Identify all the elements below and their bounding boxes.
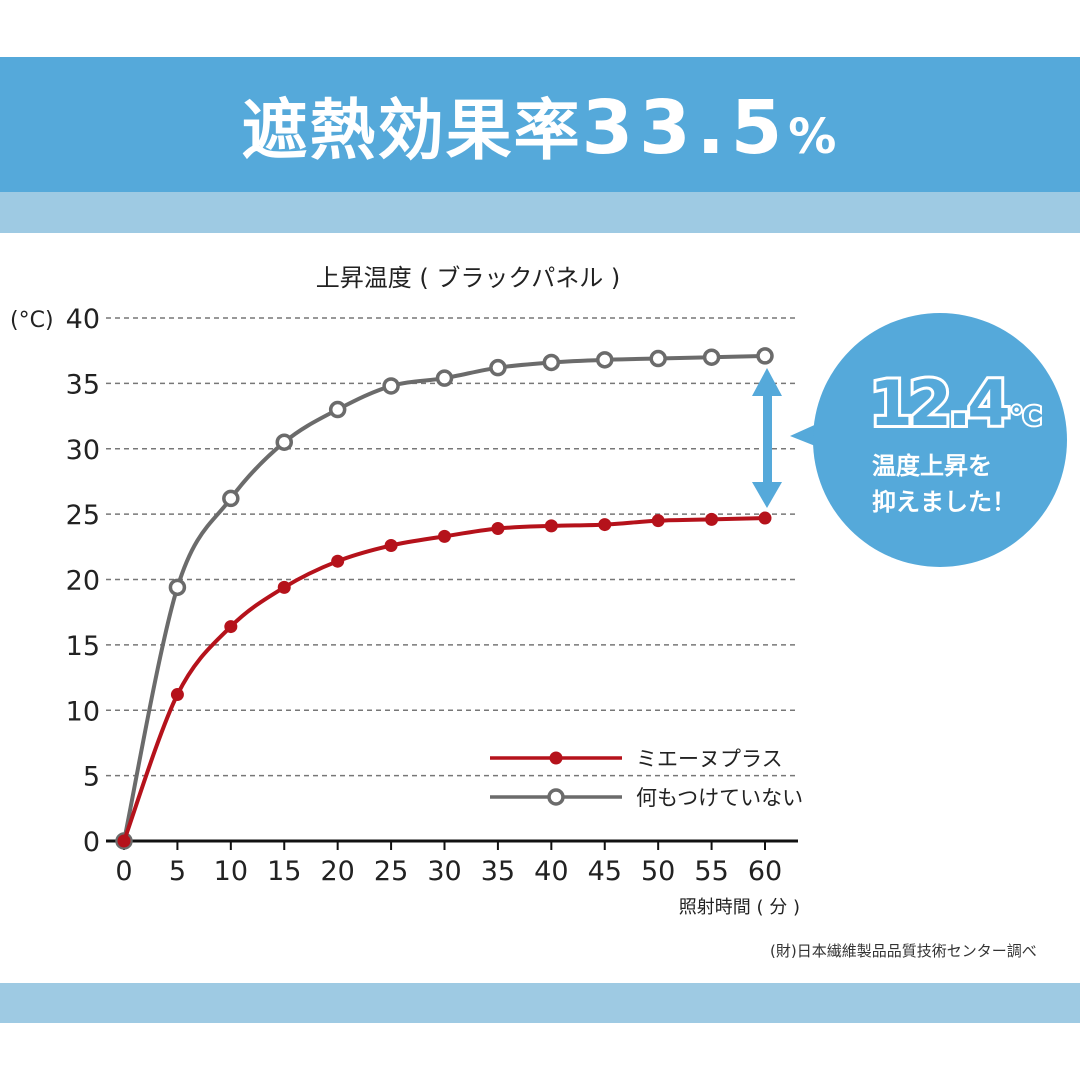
x-tick-label: 30 bbox=[427, 856, 461, 887]
x-tick-label: 45 bbox=[588, 856, 622, 887]
title-text: 遮熱効果率 bbox=[241, 91, 582, 169]
data-point bbox=[382, 377, 400, 395]
x-tick-label: 55 bbox=[694, 856, 728, 887]
data-point bbox=[489, 358, 507, 377]
x-tick-label: 5 bbox=[169, 856, 186, 887]
callout-line2: 抑えました！ bbox=[872, 488, 1016, 516]
y-tick-label: 10 bbox=[66, 696, 100, 727]
data-point bbox=[170, 688, 184, 702]
data-point bbox=[384, 539, 398, 553]
data-point bbox=[435, 369, 454, 387]
data-point bbox=[277, 580, 291, 594]
data-point bbox=[756, 347, 774, 365]
chart-title: 上昇温度 ( ブラックパネル ) bbox=[316, 264, 620, 292]
y-tick-label: 35 bbox=[66, 369, 100, 400]
data-point bbox=[651, 514, 665, 528]
x-tick-label: 40 bbox=[534, 856, 568, 887]
x-tick-label: 60 bbox=[748, 856, 782, 887]
difference-arrow bbox=[752, 368, 782, 508]
x-tick-label: 50 bbox=[641, 856, 675, 887]
x-tick-label: 25 bbox=[374, 856, 408, 887]
x-tick-label: 15 bbox=[267, 856, 301, 887]
data-point bbox=[705, 512, 719, 526]
data-point bbox=[275, 433, 293, 451]
sub-band bbox=[0, 192, 1080, 233]
data-point bbox=[544, 519, 558, 533]
header-banner: 遮熱効果率33.5% bbox=[0, 57, 1080, 192]
data-point bbox=[702, 348, 721, 366]
data-point bbox=[491, 522, 505, 536]
legend-label: ミエーヌプラス bbox=[636, 747, 783, 771]
x-tick-label: 35 bbox=[481, 856, 515, 887]
x-tick-label: 20 bbox=[320, 856, 354, 887]
callout-bubble: 12.4 ℃ 温度上昇を 抑えました！ bbox=[790, 313, 1067, 567]
data-point bbox=[758, 511, 772, 525]
y-tick-label: 30 bbox=[66, 435, 100, 466]
y-tick-label: 25 bbox=[66, 500, 100, 531]
data-point bbox=[596, 351, 614, 369]
y-tick-label: 0 bbox=[83, 827, 100, 858]
data-point bbox=[328, 400, 347, 419]
y-tick-label: 5 bbox=[83, 762, 100, 793]
callout-unit: ℃ bbox=[1010, 402, 1041, 432]
x-tick-label: 10 bbox=[214, 856, 248, 887]
bottom-band bbox=[0, 983, 1080, 1023]
data-point bbox=[598, 518, 612, 532]
footnote: (財)日本繊維製品品質技術センター調べ bbox=[770, 942, 1037, 960]
data-point bbox=[542, 353, 561, 372]
legend-marker bbox=[549, 751, 563, 765]
title-unit: % bbox=[788, 108, 839, 165]
data-point bbox=[117, 834, 131, 848]
title-value: 33.5 bbox=[581, 84, 789, 171]
callout-line1: 温度上昇を bbox=[872, 452, 992, 480]
y-axis-label: (°C) bbox=[10, 308, 54, 333]
x-tick-label: 0 bbox=[115, 856, 132, 887]
y-tick-label: 20 bbox=[66, 566, 100, 597]
y-tick-label: 15 bbox=[66, 631, 100, 662]
y-tick-label: 40 bbox=[66, 304, 100, 335]
legend-label: 何もつけていない bbox=[636, 786, 803, 810]
legend-marker bbox=[547, 788, 565, 806]
callout-value: 12.4 bbox=[870, 367, 1009, 440]
data-point bbox=[222, 489, 240, 508]
header-title: 遮熱効果率33.5% bbox=[242, 77, 839, 173]
x-axis-label: 照射時間 ( 分 ) bbox=[679, 897, 800, 918]
data-point bbox=[224, 620, 238, 634]
data-point bbox=[168, 578, 187, 597]
data-point bbox=[649, 349, 667, 368]
data-point bbox=[438, 529, 451, 543]
data-point bbox=[331, 554, 345, 568]
